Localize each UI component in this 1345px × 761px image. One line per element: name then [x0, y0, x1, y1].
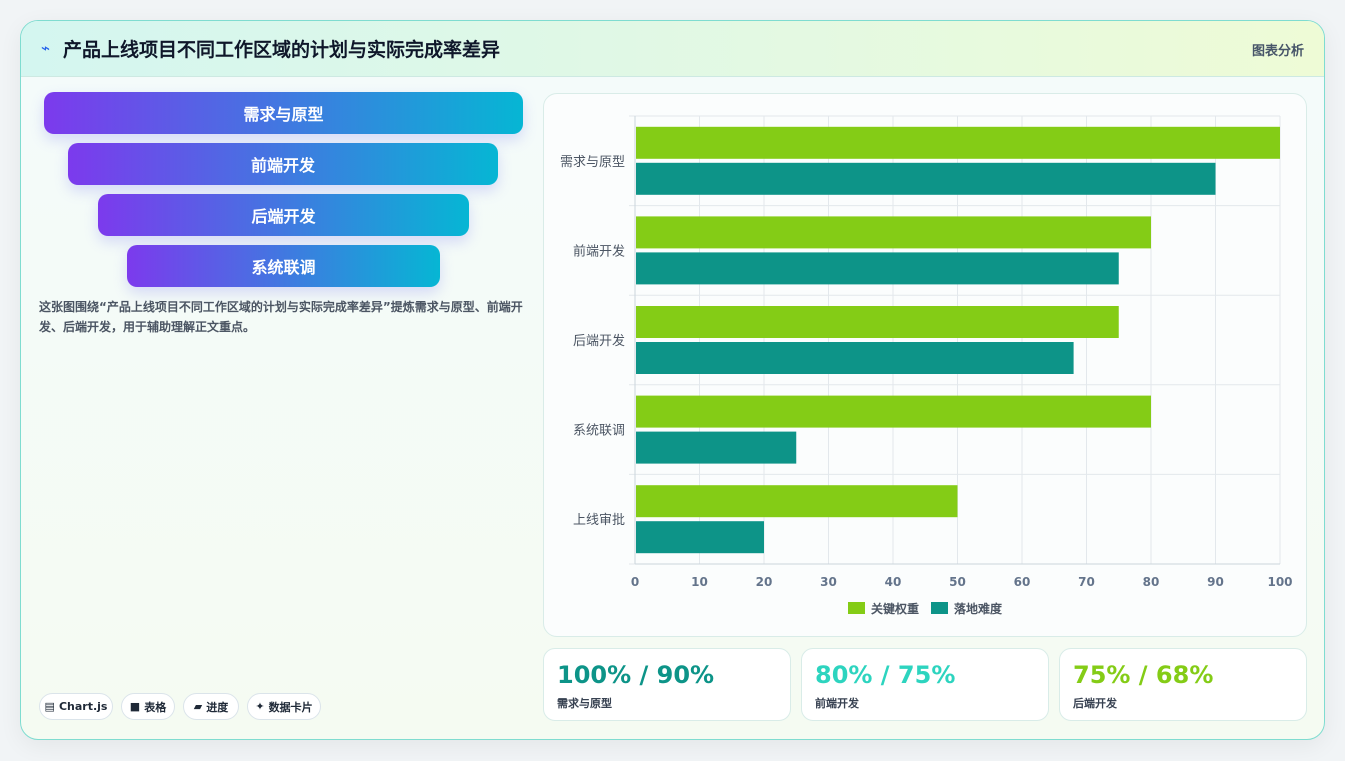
x-tick-label: 80	[1143, 575, 1160, 589]
description: 这张图围绕“产品上线项目不同工作区域的计划与实际完成率差异”提炼需求与原型、前端…	[39, 300, 523, 334]
y-tick-label: 后端开发	[573, 333, 625, 349]
y-tick-label: 系统联调	[573, 424, 625, 439]
bar-difficulty	[636, 252, 1119, 285]
funnel-item-1: 需求与原型	[44, 92, 523, 134]
chip-label: 进度	[206, 700, 229, 714]
x-tick-label: 100	[1267, 575, 1292, 589]
chip-label: Chart.js	[58, 700, 108, 713]
x-tick-label: 60	[1014, 575, 1031, 589]
x-tick-label: 20	[756, 575, 773, 589]
x-tick-label: 30	[820, 575, 837, 589]
x-tick-label: 50	[949, 575, 966, 589]
legend-label: 落地难度	[954, 601, 1003, 616]
chip-data-card[interactable]: ✦ 数据卡片	[247, 693, 321, 720]
bar-difficulty	[636, 342, 1074, 374]
y-tick-label: 前端开发	[573, 243, 625, 259]
stat-label: 前端开发	[815, 697, 859, 710]
bar-difficulty	[636, 162, 1216, 195]
lightning-icon: ⌁	[41, 39, 51, 57]
header: ⌁ 产品上线项目不同工作区域的计划与实际完成率差异 图表分析	[21, 21, 1324, 77]
bar-weight	[636, 306, 1119, 338]
funnel-item-4: 系统联调	[127, 245, 440, 287]
chart-icon: ▤	[44, 700, 55, 713]
chip-progress[interactable]: ▰ 进度	[183, 693, 239, 720]
funnel-item-3: 后端开发	[98, 194, 469, 236]
bar-weight	[636, 216, 1151, 249]
stat-label: 需求与原型	[557, 697, 612, 710]
x-tick-label: 10	[691, 575, 708, 589]
chip-table[interactable]: ■ 表格	[121, 693, 175, 720]
stat-label: 后端开发	[1073, 697, 1117, 710]
chip-chartjs[interactable]: ▤ Chart.js	[39, 693, 113, 720]
chart-panel: 需求与原型前端开发后端开发系统联调上线审批 0 10 20 30 40 50 60 70 80 90…	[543, 93, 1307, 637]
funnel-item-2: 前端开发	[68, 143, 498, 185]
stat-card-1: 100% / 90% 需求与原型	[543, 648, 791, 721]
bar-weight	[636, 126, 1280, 159]
x-tick-label: 40	[885, 575, 902, 589]
stat-value: 100% / 90%	[557, 661, 715, 689]
bar-difficulty	[636, 521, 764, 554]
sparkle-icon: ✦	[255, 700, 265, 713]
bar-weight	[636, 485, 958, 518]
main-card: ⌁ 产品上线项目不同工作区域的计划与实际完成率差异 图表分析 需求与原型 前端开…	[20, 20, 1325, 740]
bar-difficulty	[636, 431, 797, 464]
chip-label: 数据卡片	[268, 700, 313, 714]
stat-card-3: 75% / 68% 后端开发	[1059, 648, 1307, 721]
progress-icon: ▰	[193, 700, 203, 713]
chip-label: 表格	[144, 700, 167, 714]
stat-value: 80% / 75%	[815, 661, 956, 689]
y-tick-label: 需求与原型	[560, 155, 625, 170]
stat-card-2: 80% / 75% 前端开发	[801, 648, 1049, 721]
stat-value: 75% / 68%	[1073, 661, 1214, 689]
legend-swatch	[931, 602, 948, 614]
x-tick-label: 90	[1207, 575, 1224, 589]
bar-weight	[636, 395, 1151, 428]
legend-swatch	[848, 602, 865, 614]
y-tick-label: 上线审批	[573, 513, 625, 528]
legend-label: 关键权重	[871, 601, 919, 616]
page-title: 产品上线项目不同工作区域的计划与实际完成率差异	[63, 39, 501, 61]
x-tick-label: 70	[1078, 575, 1095, 589]
table-icon: ■	[129, 700, 141, 713]
x-tick-label: 0	[631, 575, 639, 589]
header-tag: 图表分析	[1251, 44, 1304, 59]
